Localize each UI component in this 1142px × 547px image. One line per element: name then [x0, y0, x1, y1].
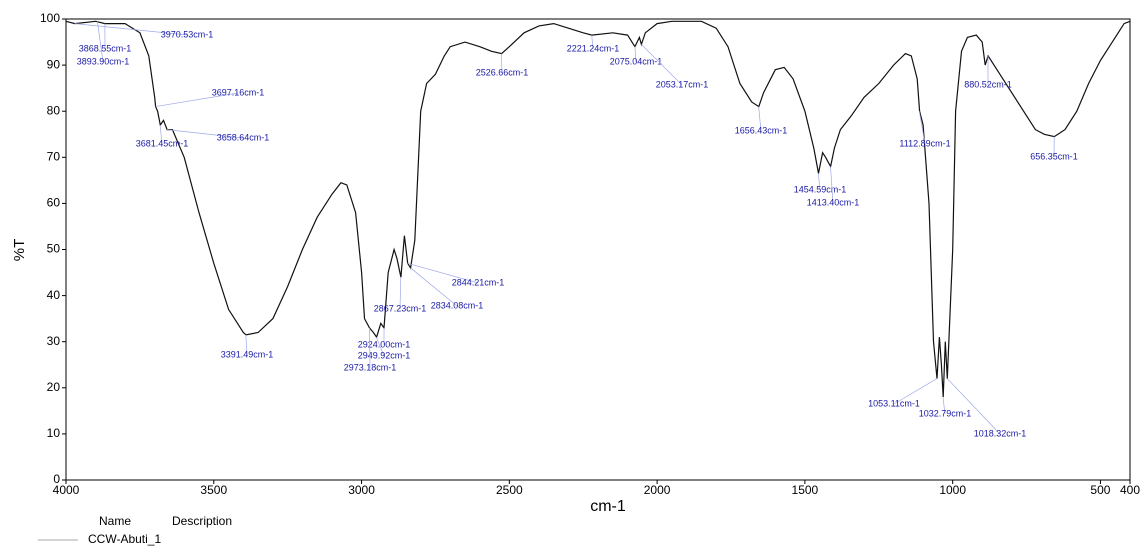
annotation-label: 3893.90cm-1 [77, 56, 130, 66]
x-tick-label: 2500 [496, 483, 523, 497]
annotation-leader [376, 336, 385, 357]
annotation-label: 3970.53cm-1 [161, 29, 214, 39]
annotation-leader [407, 262, 479, 284]
annotation-label: 3391.49cm-1 [221, 349, 274, 359]
y-tick-label: 20 [47, 380, 61, 394]
annotation-label: 2924.00cm-1 [358, 339, 411, 349]
annotation-label: 1112.89cm-1 [899, 138, 950, 148]
annotation-leader [942, 396, 946, 415]
y-tick-label: 0 [53, 472, 60, 486]
y-tick-label: 90 [47, 57, 61, 71]
y-tick-label: 50 [47, 242, 61, 256]
annotation-leader [410, 267, 458, 307]
x-tick-label: 500 [1090, 483, 1110, 497]
y-tick-label: 70 [47, 149, 61, 163]
x-tick-label: 4000 [53, 483, 80, 497]
annotation-leader [817, 173, 821, 191]
annotation-leader [946, 378, 1001, 435]
annotation-label: 2053.17cm-1 [656, 79, 709, 89]
y-tick-label: 80 [47, 103, 61, 117]
annotation-label: 1018.32cm-1 [974, 428, 1027, 438]
annotation-label: 2526.66cm-1 [476, 67, 529, 77]
annotation-leader [634, 46, 637, 63]
annotation-label: 2844.21cm-1 [452, 277, 505, 287]
annotation-label: 3868.55cm-1 [79, 43, 132, 53]
annotation-leader [166, 129, 244, 139]
y-tick-label: 60 [47, 196, 61, 210]
x-tick-label: 2000 [644, 483, 671, 497]
x-tick-label: 1000 [939, 483, 966, 497]
annotation-label: 2221.24cm-1 [567, 43, 620, 53]
annotation-leader [641, 44, 683, 86]
annotation-leader [155, 92, 239, 107]
annotation-leader [501, 53, 503, 74]
annotation-leader [159, 124, 163, 145]
y-tick-label: 100 [40, 11, 60, 25]
annotation-leader [758, 106, 762, 132]
annotation-label: 2834.08cm-1 [431, 300, 484, 310]
annotation-leader [245, 334, 248, 356]
x-tick-label: 3000 [348, 483, 375, 497]
annotation-label: 1656.43cm-1 [735, 125, 788, 135]
y-tick-label: 10 [47, 426, 61, 440]
annotation-leader [399, 277, 402, 310]
spectrum-line [65, 20, 1131, 398]
x-axis-label: cm-1 [590, 498, 626, 515]
annotation-leader [893, 378, 938, 405]
legend-header: Name [99, 514, 131, 528]
annotation-label: 2075.04cm-1 [610, 56, 663, 66]
annotation-label: 2867.23cm-1 [374, 303, 427, 313]
annotation-label: 3697.16cm-1 [212, 87, 265, 97]
x-tick-label: 400 [1120, 483, 1140, 497]
annotation-leader [74, 23, 188, 36]
y-tick-label: 30 [47, 334, 61, 348]
annotation-leader [918, 111, 926, 145]
annotation-label: 1413.40cm-1 [807, 197, 860, 207]
x-tick-label: 3500 [200, 483, 227, 497]
legend-label: CCW-Abuti_1 [88, 532, 161, 546]
annotation-leader [369, 327, 371, 369]
legend-header: Description [172, 514, 232, 528]
annotation-label: 1053.11cm-1 [868, 398, 920, 408]
y-axis-label: %T [11, 239, 28, 262]
x-tick-label: 1500 [792, 483, 819, 497]
annotation-label: 656.35cm-1 [1030, 151, 1078, 161]
annotation-leader [591, 35, 594, 50]
annotation-label: 2949.92cm-1 [358, 350, 411, 360]
annotation-label: 1032.79cm-1 [919, 408, 972, 418]
annotation-leader [97, 21, 104, 63]
y-tick-label: 40 [47, 288, 61, 302]
annotation-label: 880.52cm-1 [964, 79, 1012, 89]
annotation-label: 1454.59cm-1 [794, 184, 847, 194]
annotation-label: 2973.18cm-1 [344, 362, 397, 372]
annotation-label: 3681.45cm-1 [136, 138, 189, 148]
annotation-leader [830, 166, 834, 204]
annotation-label: 3658.64cm-1 [217, 132, 270, 142]
